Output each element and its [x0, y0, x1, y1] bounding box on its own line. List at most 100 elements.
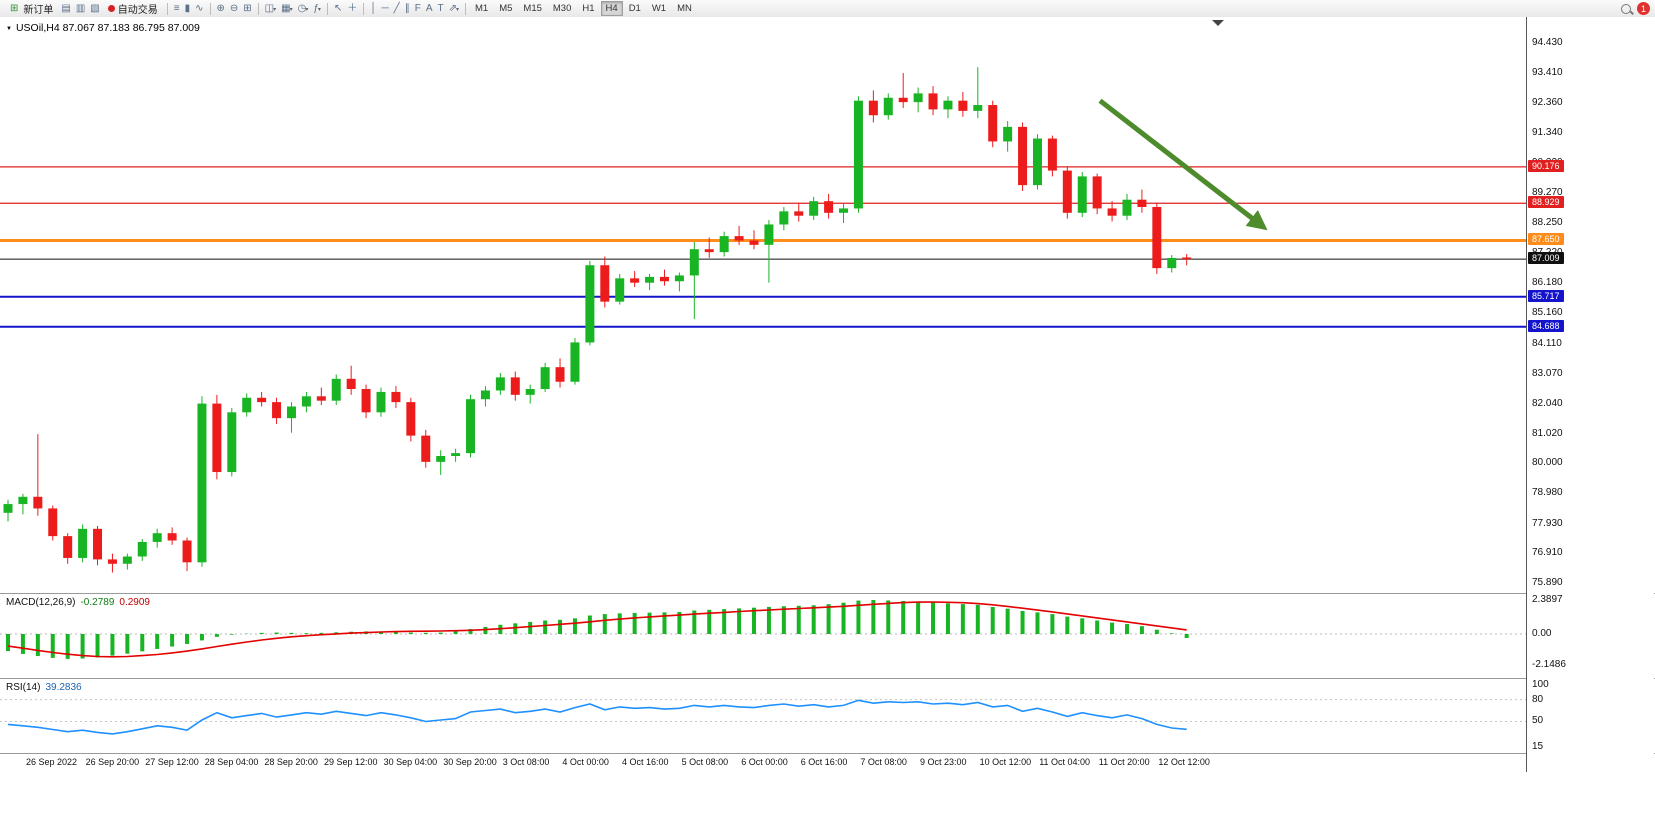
pane-splitter[interactable] [0, 678, 1655, 679]
toolbar: ⊞ 新订单 ▤ ▥ ▧ 自动交易 ≡ ▮ ∿ ⊕ ⊖ ⊞ ◫▾ ▦▾ ◷▾ ƒ▾… [0, 0, 1655, 18]
time-label: 28 Sep 04:00 [204, 757, 259, 767]
arrows-icon[interactable]: ⇗▾ [448, 2, 459, 14]
one-click-expand-icon[interactable]: ▼ [6, 26, 12, 32]
profiles-icon[interactable]: ▦▾ [281, 2, 293, 14]
candle-body [779, 211, 789, 225]
candle-body [749, 240, 759, 245]
market-watch-icon[interactable]: ▤ [61, 2, 71, 14]
candle-body [107, 559, 117, 564]
candle-body [540, 367, 550, 390]
candle-body [1182, 257, 1192, 260]
macd-pane[interactable] [0, 594, 1526, 678]
candle-body [510, 377, 520, 395]
candle-body [286, 406, 296, 419]
candlestick-chart-icon[interactable]: ▮ [184, 2, 191, 14]
rsi-axis-label: 50 [1532, 715, 1544, 727]
timeframe-button-H4[interactable]: H4 [600, 1, 623, 16]
toolbar-separator [209, 2, 211, 15]
pane-splitter[interactable] [0, 753, 1655, 754]
tile-windows-icon[interactable]: ⊞ [243, 2, 252, 14]
vertical-line-icon[interactable]: │ [370, 2, 377, 14]
timeframe-button-H1[interactable]: H1 [577, 1, 599, 16]
toolbar-separator [465, 2, 466, 15]
candle-body [689, 249, 699, 276]
macd-axis-label: 2.3897 [1532, 594, 1563, 605]
channel-icon[interactable]: ∥ [404, 2, 410, 14]
candle-body [1152, 206, 1162, 269]
time-label: 27 Sep 12:00 [145, 757, 199, 767]
candle-body [1047, 138, 1057, 171]
label-icon[interactable]: T [437, 2, 444, 14]
price-tick-label: 83.070 [1532, 367, 1563, 379]
price-badge-88.929: 88.929 [1528, 196, 1564, 209]
price-axis[interactable]: 94.43093.41092.36091.34090.32089.27088.2… [1527, 17, 1654, 820]
macd-axis-label: 0.00 [1532, 628, 1552, 639]
main-chart-pane[interactable] [0, 17, 1526, 593]
zoom-in-icon[interactable]: ⊕ [216, 2, 225, 14]
candle-body [152, 533, 162, 542]
rsi-title: RSI(14) 39.2836 [6, 682, 82, 693]
time-label: 28 Sep 20:00 [264, 757, 318, 767]
candle-body [391, 391, 401, 403]
time-axis[interactable]: 26 Sep 2022 26 Sep 20:00 27 Sep 12:00 28 Se… [0, 754, 1526, 772]
price-tick-label: 77.930 [1532, 517, 1563, 529]
time-label: 11 Oct 20:00 [1098, 757, 1150, 767]
auto-trading-button[interactable]: 自动交易 [103, 1, 163, 16]
trendline-icon[interactable]: ╱ [393, 2, 400, 14]
macd-title: MACD(12,26,9) -0.2789 0.2909 [6, 597, 150, 608]
new-order-button[interactable]: ⊞ 新订单 [3, 1, 58, 16]
candle-body [466, 399, 476, 454]
line-chart-icon[interactable]: ∿ [195, 2, 204, 14]
candle-body [301, 396, 311, 407]
cursor-icon[interactable]: ↖ [333, 2, 343, 14]
search-icon[interactable] [1621, 3, 1631, 14]
toolbar-separator [257, 2, 259, 15]
toolbar-separator [326, 2, 328, 15]
horizontal-line-icon[interactable]: ─ [381, 2, 389, 14]
candle-body [451, 453, 461, 457]
fibonacci-icon[interactable]: F [414, 2, 421, 14]
candle-body [809, 201, 819, 216]
candle-body [93, 528, 103, 560]
rsi-pane[interactable] [0, 679, 1526, 753]
time-label: 7 Oct 08:00 [860, 757, 907, 767]
timeframe-button-W1[interactable]: W1 [647, 1, 671, 16]
zoom-out-icon[interactable]: ⊖ [229, 2, 239, 14]
candle-body [988, 105, 998, 142]
price-tick-label: 86.180 [1532, 277, 1563, 289]
bar-chart-icon[interactable]: ≡ [173, 2, 180, 14]
price-tick-label: 85.160 [1532, 307, 1563, 318]
data-window-icon[interactable]: ▥ [75, 2, 86, 14]
candle-body [1018, 126, 1028, 186]
text-icon[interactable]: A [425, 2, 433, 14]
timeframe-button-M30[interactable]: M30 [548, 1, 576, 16]
quote-line: ▼ USOil,H4 87.067 87.183 86.795 87.009 [6, 22, 200, 34]
period-icon[interactable]: ◷▾ [297, 2, 309, 14]
indicators-icon[interactable]: ƒ▾ [313, 2, 321, 14]
candle-body [1122, 199, 1132, 216]
timeframe-button-D1[interactable]: D1 [624, 1, 646, 16]
pane-splitter[interactable] [0, 593, 1655, 594]
chart-shift-marker[interactable] [1212, 20, 1224, 26]
timeframe-button-M5[interactable]: M5 [494, 1, 517, 16]
candle-body [257, 397, 267, 403]
time-label: 10 Oct 12:00 [979, 757, 1032, 767]
price-tick-label: 76.910 [1532, 547, 1563, 559]
candle-body [839, 208, 849, 213]
candle-body [480, 390, 490, 400]
candle-body [734, 236, 744, 241]
timeframe-button-MN[interactable]: MN [672, 1, 697, 16]
candle-body [1077, 176, 1087, 213]
trend-arrow[interactable] [1098, 98, 1268, 231]
new-order-label: 新订单 [23, 5, 54, 16]
crosshair-icon[interactable]: ＋ [347, 2, 358, 14]
candle-body [794, 211, 804, 216]
navigator-icon[interactable]: ▧ [90, 2, 100, 14]
time-label: 5 Oct 08:00 [681, 757, 729, 767]
timeframe-button-M15[interactable]: M15 [518, 1, 546, 16]
toolbar-separator [166, 2, 168, 15]
candle-body [719, 236, 729, 253]
timeframe-button-M1[interactable]: M1 [470, 1, 493, 16]
notification-badge[interactable]: 1 [1637, 2, 1650, 15]
new-chart-icon[interactable]: ◫▾ [264, 2, 277, 14]
